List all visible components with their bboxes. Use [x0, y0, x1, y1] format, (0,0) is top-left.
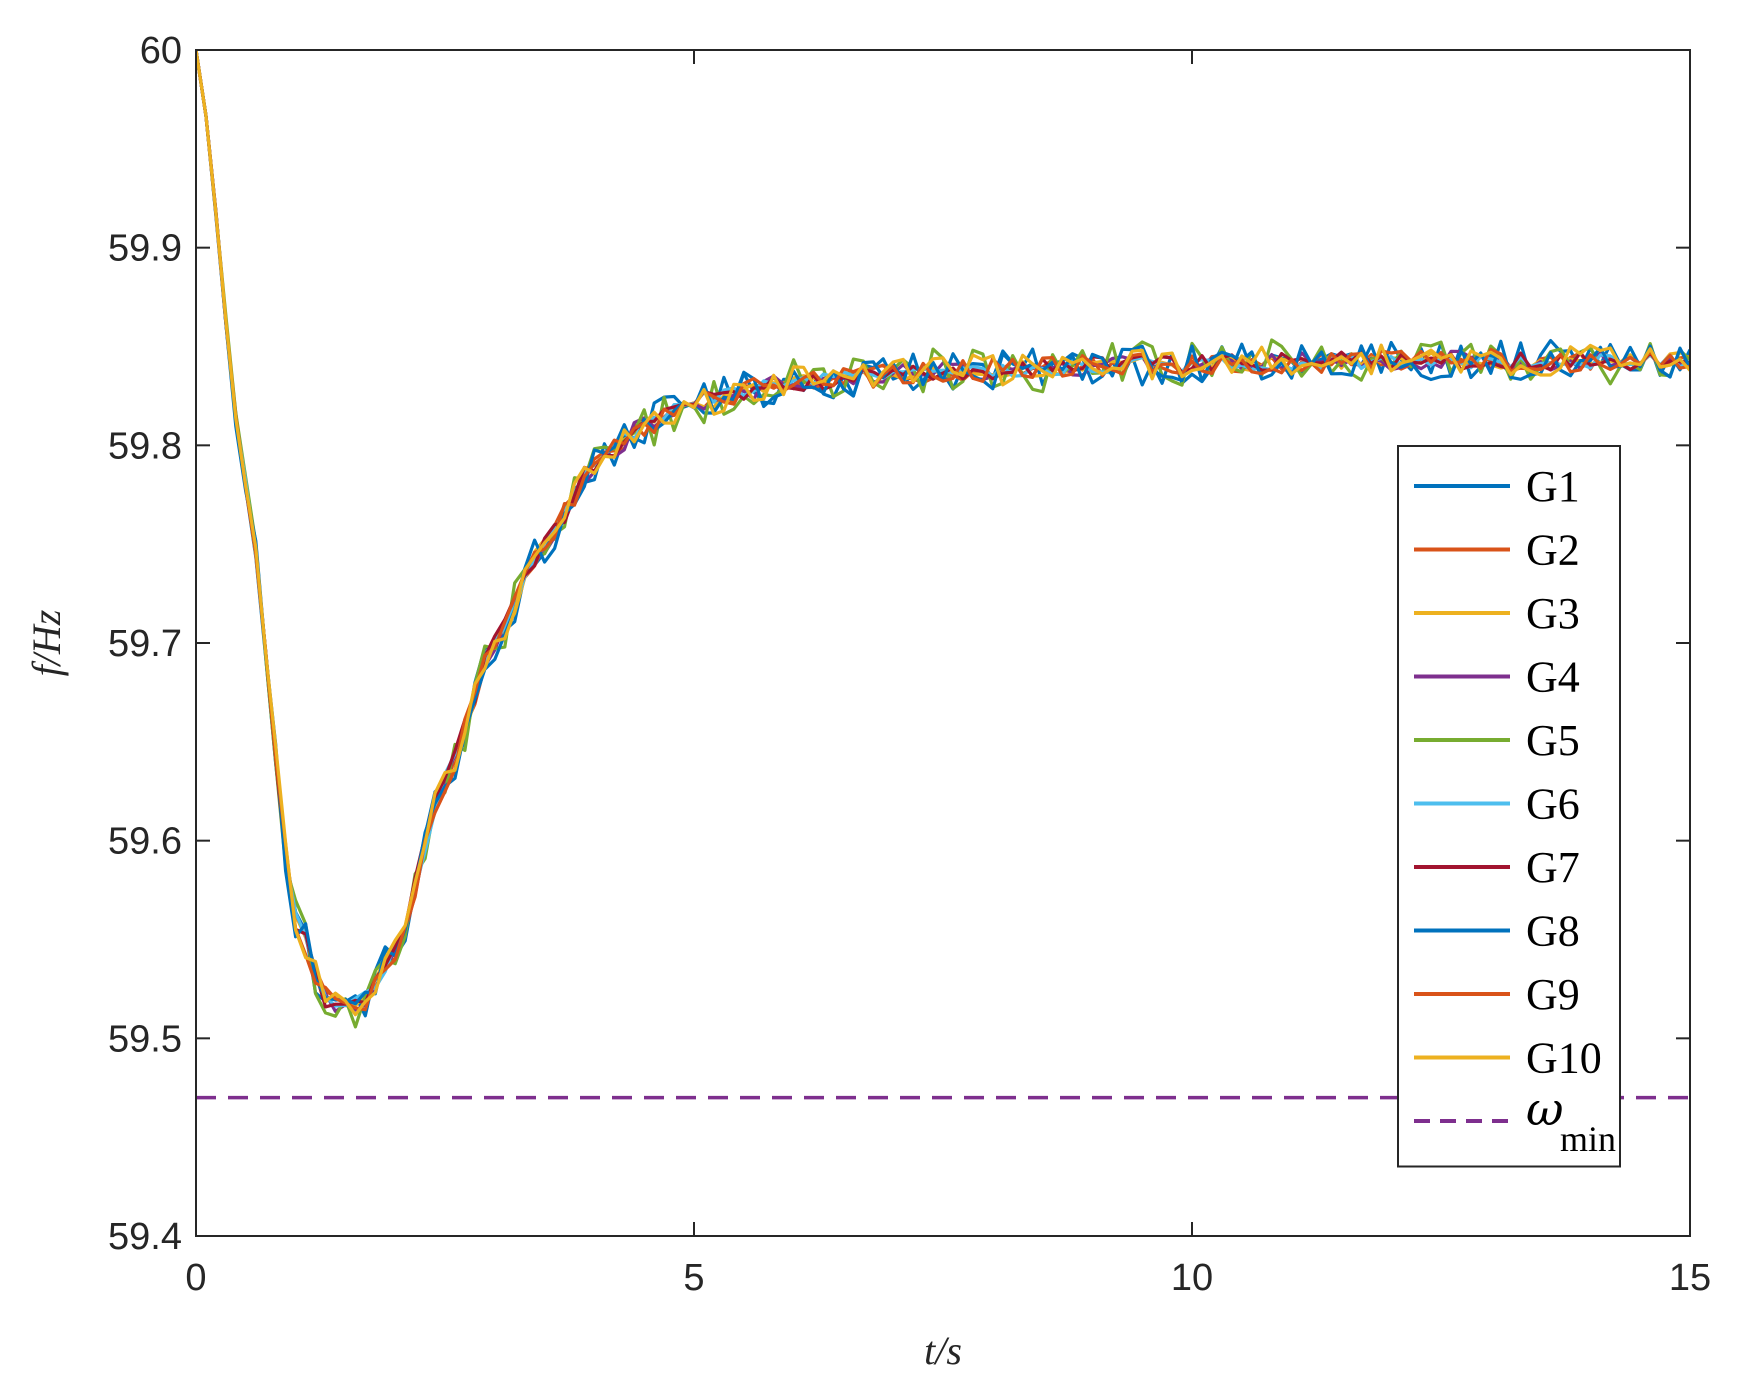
- series-line-g9: [196, 50, 1690, 1012]
- y-tick-label: 59.9: [108, 228, 182, 270]
- legend-label-g9: G9: [1526, 970, 1580, 1019]
- y-tick-label: 59.7: [108, 623, 182, 665]
- x-tick-label: 10: [1171, 1257, 1213, 1299]
- legend-label-omega-subscript: min: [1560, 1119, 1616, 1159]
- legend-label-omega: ω: [1526, 1082, 1564, 1136]
- legend-label-g7: G7: [1526, 843, 1580, 892]
- y-tick-label: 59.8: [108, 425, 182, 467]
- legend-label-g3: G3: [1526, 589, 1580, 638]
- legend-label-g2: G2: [1526, 526, 1580, 575]
- x-tick-label: 15: [1669, 1257, 1711, 1299]
- legend-label-g10: G10: [1526, 1034, 1602, 1083]
- legend-label-g4: G4: [1526, 653, 1580, 702]
- y-tick-label: 59.4: [108, 1216, 182, 1258]
- legend-label-g8: G8: [1526, 907, 1580, 956]
- series-line-g10: [196, 50, 1690, 1017]
- ticks-layer: 0 5 10 15 59.4 59.5 59.6 59.7 59.8 59.9 60: [108, 30, 1711, 1299]
- series-line-g7: [196, 50, 1690, 1009]
- y-tick-label: 59.5: [108, 1018, 182, 1060]
- y-axis-label: f/Hz: [24, 609, 69, 676]
- x-tick-label: 5: [683, 1257, 704, 1299]
- y-tick-label: 59.6: [108, 821, 182, 863]
- x-tick-label: 0: [185, 1257, 206, 1299]
- legend-label-g5: G5: [1526, 716, 1580, 765]
- legend-box: [1397, 445, 1621, 1168]
- series-layer: [196, 50, 1690, 1029]
- y-tick-label: 60: [140, 30, 182, 72]
- legend-label-g6: G6: [1526, 780, 1580, 829]
- x-axis-label: t/s: [924, 1328, 962, 1373]
- legend-label-g1: G1: [1526, 462, 1580, 511]
